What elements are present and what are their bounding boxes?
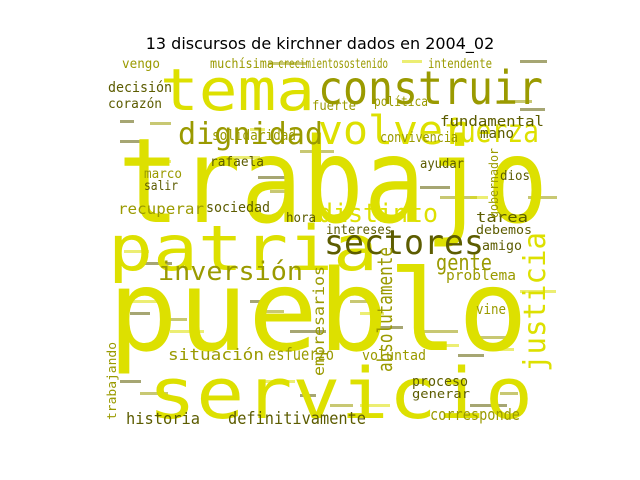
word-trabajando: trabajando [105, 342, 119, 420]
word-definitivamente: definitivamente [228, 409, 366, 429]
word-corresponde: corresponde [430, 405, 520, 424]
filler-word-mark [120, 380, 141, 383]
word-ayudar: ayudar [420, 157, 464, 172]
word-solidaridad: solidaridad [212, 128, 296, 144]
filler-word-mark [470, 196, 488, 199]
word-voluntad: voluntad [362, 348, 426, 364]
word-proceso: proceso [412, 374, 468, 390]
word-inversion: inversión [158, 257, 303, 287]
word-muchisima: muchísima [210, 57, 274, 72]
word-tarea: tarea [476, 210, 528, 226]
filler-word-mark [520, 60, 547, 63]
filler-word-mark [250, 300, 265, 303]
filler-word-mark [520, 290, 556, 293]
word-fuerza: fuerza [444, 112, 539, 150]
filler-word-mark [480, 336, 513, 339]
filler-word-mark [528, 196, 557, 199]
word-dignidad: dignidad [178, 117, 323, 152]
filler-word-mark [360, 404, 390, 407]
filler-word-mark [120, 120, 134, 123]
filler-word-mark [260, 380, 295, 383]
word-fundamental: fundamental [440, 114, 544, 130]
filler-word-mark [360, 312, 384, 315]
word-vengo: vengo [122, 57, 160, 72]
word-volver: volver [318, 108, 468, 154]
filler-word-mark [458, 354, 484, 357]
filler-word-mark [500, 392, 518, 395]
word-marco: marco [144, 167, 182, 182]
word-justicia: justicia [518, 232, 553, 372]
word-intereses: intereses [326, 223, 392, 238]
word-convivencia: convivencia [380, 130, 458, 146]
filler-word-mark [402, 60, 422, 63]
word-mano: mano [480, 126, 514, 142]
filler-word-mark [250, 128, 265, 131]
word-salir: salir [144, 179, 178, 194]
word-sectores: sectores [324, 223, 484, 263]
word-intendente: intendente [428, 57, 492, 72]
word-crecimientosostenido: crecimientosostenido [278, 57, 388, 72]
filler-word-mark [500, 100, 532, 103]
filler-word-mark [170, 330, 204, 333]
word-decision: decisión [108, 80, 172, 96]
filler-word-mark [300, 394, 316, 397]
word-generar: generar [412, 387, 470, 401]
word-recuperar: recuperar [118, 200, 204, 218]
filler-word-mark [120, 140, 142, 143]
word-situacion: situación [168, 345, 264, 364]
word-gente: gente [436, 251, 492, 276]
filler-word-mark [520, 108, 545, 111]
word-politica: política [374, 95, 428, 110]
filler-word-mark [140, 392, 168, 395]
word-trabajo: trabajo [118, 112, 548, 250]
word-problema: problema [446, 268, 516, 284]
word-absolutamente: absolutamente [373, 247, 397, 372]
filler-word-mark [500, 348, 514, 351]
filler-word-mark [350, 300, 367, 303]
filler-word-mark [290, 330, 326, 333]
word-amigo: amigo [482, 239, 522, 254]
filler-word-mark [140, 262, 172, 265]
filler-word-mark [160, 318, 187, 321]
filler-word-mark [258, 176, 293, 179]
filler-word-mark [150, 122, 171, 125]
word-corazon: corazón [108, 97, 162, 112]
filler-word-mark [232, 156, 260, 159]
filler-word-mark [280, 318, 309, 321]
filler-word-mark [270, 190, 286, 193]
word-construir: construir [318, 61, 543, 115]
filler-word-mark [130, 312, 150, 315]
word-pueblo: pueblo [108, 247, 528, 377]
word-tema: tema [160, 56, 315, 124]
filler-word-mark [440, 196, 477, 199]
word-gobernador: gobernador [487, 148, 501, 218]
filler-word-mark [420, 330, 458, 333]
word-historia: historia [126, 409, 200, 428]
filler-word-mark [124, 250, 149, 253]
word-empresarios: empresarios [310, 266, 328, 376]
filler-word-mark [372, 326, 403, 329]
word-patria: patria [108, 212, 378, 285]
word-vine: vine [476, 302, 506, 318]
word-distinto: distinto [318, 199, 438, 229]
word-fuerte: fuerte [312, 99, 356, 114]
word-sociedad: sociedad [206, 200, 270, 216]
word-debemos: debemos [476, 223, 532, 237]
word-rafaela: rafaela [210, 155, 264, 170]
filler-word-mark [470, 404, 507, 407]
filler-word-mark [440, 344, 459, 347]
word-hora: hora [286, 211, 316, 226]
word-esfuerzo: esfuerzo [268, 345, 334, 365]
filler-word-mark [420, 186, 450, 189]
filler-word-mark [120, 300, 159, 303]
filler-word-mark [268, 62, 307, 65]
filler-word-mark [262, 310, 284, 313]
word-servicio: servicio [148, 353, 533, 435]
filler-word-mark [330, 404, 353, 407]
word-dios: dios [500, 169, 530, 184]
filler-word-mark [300, 150, 334, 153]
filler-word-mark [148, 160, 171, 163]
page-title: 13 discursos de kirchner dados en 2004_0… [145, 34, 495, 53]
